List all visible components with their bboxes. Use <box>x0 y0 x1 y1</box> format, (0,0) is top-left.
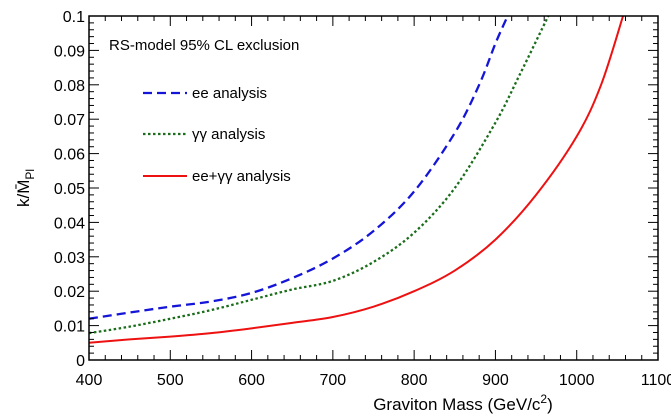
x-tick-label: 600 <box>238 372 265 389</box>
x-tick-label: 1000 <box>559 372 595 389</box>
x-tick-label: 800 <box>401 372 428 389</box>
x-axis-title-exponent: 2 <box>540 392 547 406</box>
y-tick-label: 0 <box>76 353 85 370</box>
y-axis-title: k/M̄Pl <box>14 169 37 207</box>
plot-frame <box>88 15 659 361</box>
y-tick-label: 0.06 <box>54 147 85 164</box>
x-tick-label: 400 <box>76 372 103 389</box>
y-tick-label: 0.03 <box>54 250 85 267</box>
y-tick-label: 0.05 <box>54 181 85 198</box>
series-layer <box>89 16 625 344</box>
y-tick-label: 0.02 <box>54 284 85 301</box>
y-axis-title-subscript: Pl <box>23 169 37 180</box>
y-tick-label: 0.1 <box>63 9 85 26</box>
y-tick-label: 0.08 <box>54 78 85 95</box>
series-line-gamma-gamma <box>89 16 550 335</box>
x-axis-title: Graviton Mass (GeV/c2) <box>373 392 553 414</box>
y-tick-label: 0.01 <box>54 319 85 336</box>
x-tick-label: 700 <box>320 372 347 389</box>
y-tick-label: 0.07 <box>54 112 85 129</box>
x-tick-label: 500 <box>157 372 184 389</box>
legend-label-ee: ee analysis <box>192 85 267 102</box>
legend: RS-model 95% CL exclusion ee analysis γγ a… <box>109 37 299 185</box>
x-tick-label: 900 <box>482 372 509 389</box>
legend-header: RS-model 95% CL exclusion <box>109 37 299 54</box>
legend-label-gamma-gamma: γγ analysis <box>192 126 265 143</box>
series-line-ee-plus-gamma-gamma <box>89 16 625 344</box>
ticks-layer: 400 500 600 700 800 900 1000 1100 0 0.01 0.02 0.03 0… <box>54 9 671 389</box>
y-tick-label: 0.04 <box>54 215 85 232</box>
legend-label-ee-plus-gamma-gamma: ee+γγ analysis <box>192 168 291 185</box>
labels-layer: Graviton Mass (GeV/c2) k/M̄Pl <box>14 169 553 414</box>
x-tick-label: 1100 <box>641 372 671 389</box>
series-line-ee <box>89 16 509 320</box>
y-tick-label: 0.09 <box>54 43 85 60</box>
x-axis-title-tail: ) <box>547 395 553 414</box>
